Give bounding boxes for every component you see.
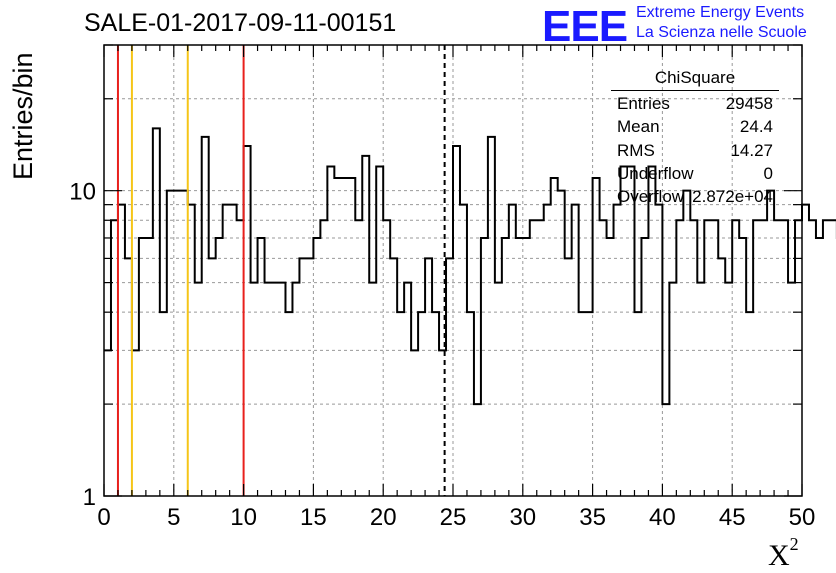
stats-row-entries: Entries 29458 [611,92,779,115]
x-tick-label: 50 [789,504,816,531]
logo-text-line2: La Scienza nelle Scuole [636,24,807,41]
eee-logo: EEE [542,2,628,51]
stats-title: ChiSquare [611,68,779,91]
axes: 0 5 10 15 20 25 30 35 40 45 50 1 10 [69,44,816,531]
x-tick-label: 25 [440,504,467,531]
stats-row-rms: RMS 14.27 [611,139,779,162]
x-tick-label: 45 [719,504,746,531]
reference-lines [116,45,446,496]
x-tick-label: 10 [230,504,257,531]
stats-key: Mean [617,117,660,137]
x-axis-label-superscript: 2 [789,534,799,554]
plot-title: SALE-01-2017-09-11-00151 [84,9,397,37]
stats-value: 14.27 [730,140,773,160]
x-tick-label: 40 [649,504,676,531]
x-axis-label-base: X [768,539,790,572]
stats-key: Overflow [617,187,685,207]
y-tick-label: 1 [83,484,96,511]
stats-value: 24.4 [739,117,773,137]
stats-value: 29458 [725,94,773,113]
x-tick-label: 35 [579,504,606,531]
stats-row-mean: Mean 24.4 [611,115,779,138]
stats-row-underflow: Underflow 0 [611,162,779,185]
x-tick-label: 15 [300,504,327,531]
histogram-series [104,127,836,406]
stats-key: Underflow [617,163,694,183]
histogram-outline [104,127,836,406]
logo-text-line1: Extreme Energy Events [636,4,805,21]
stats-row-overflow: Overflow 2.872e+04 [611,185,779,208]
stats-value: 2.872e+04 [692,187,773,207]
stats-box: ChiSquare Entries 29458 Mean 24.4 RMS 14… [611,68,779,208]
x-tick-label: 20 [370,504,397,531]
stats-key: Entries [617,94,670,113]
x-axis-label: X2 [768,534,799,573]
stats-key: RMS [617,140,655,160]
stats-value: 0 [763,163,773,183]
y-tick-label: 10 [69,179,96,206]
x-tick-label: 5 [167,504,180,531]
x-tick-label: 0 [97,504,110,531]
x-tick-label: 30 [509,504,536,531]
y-axis-label: Entries/bin [8,52,38,180]
